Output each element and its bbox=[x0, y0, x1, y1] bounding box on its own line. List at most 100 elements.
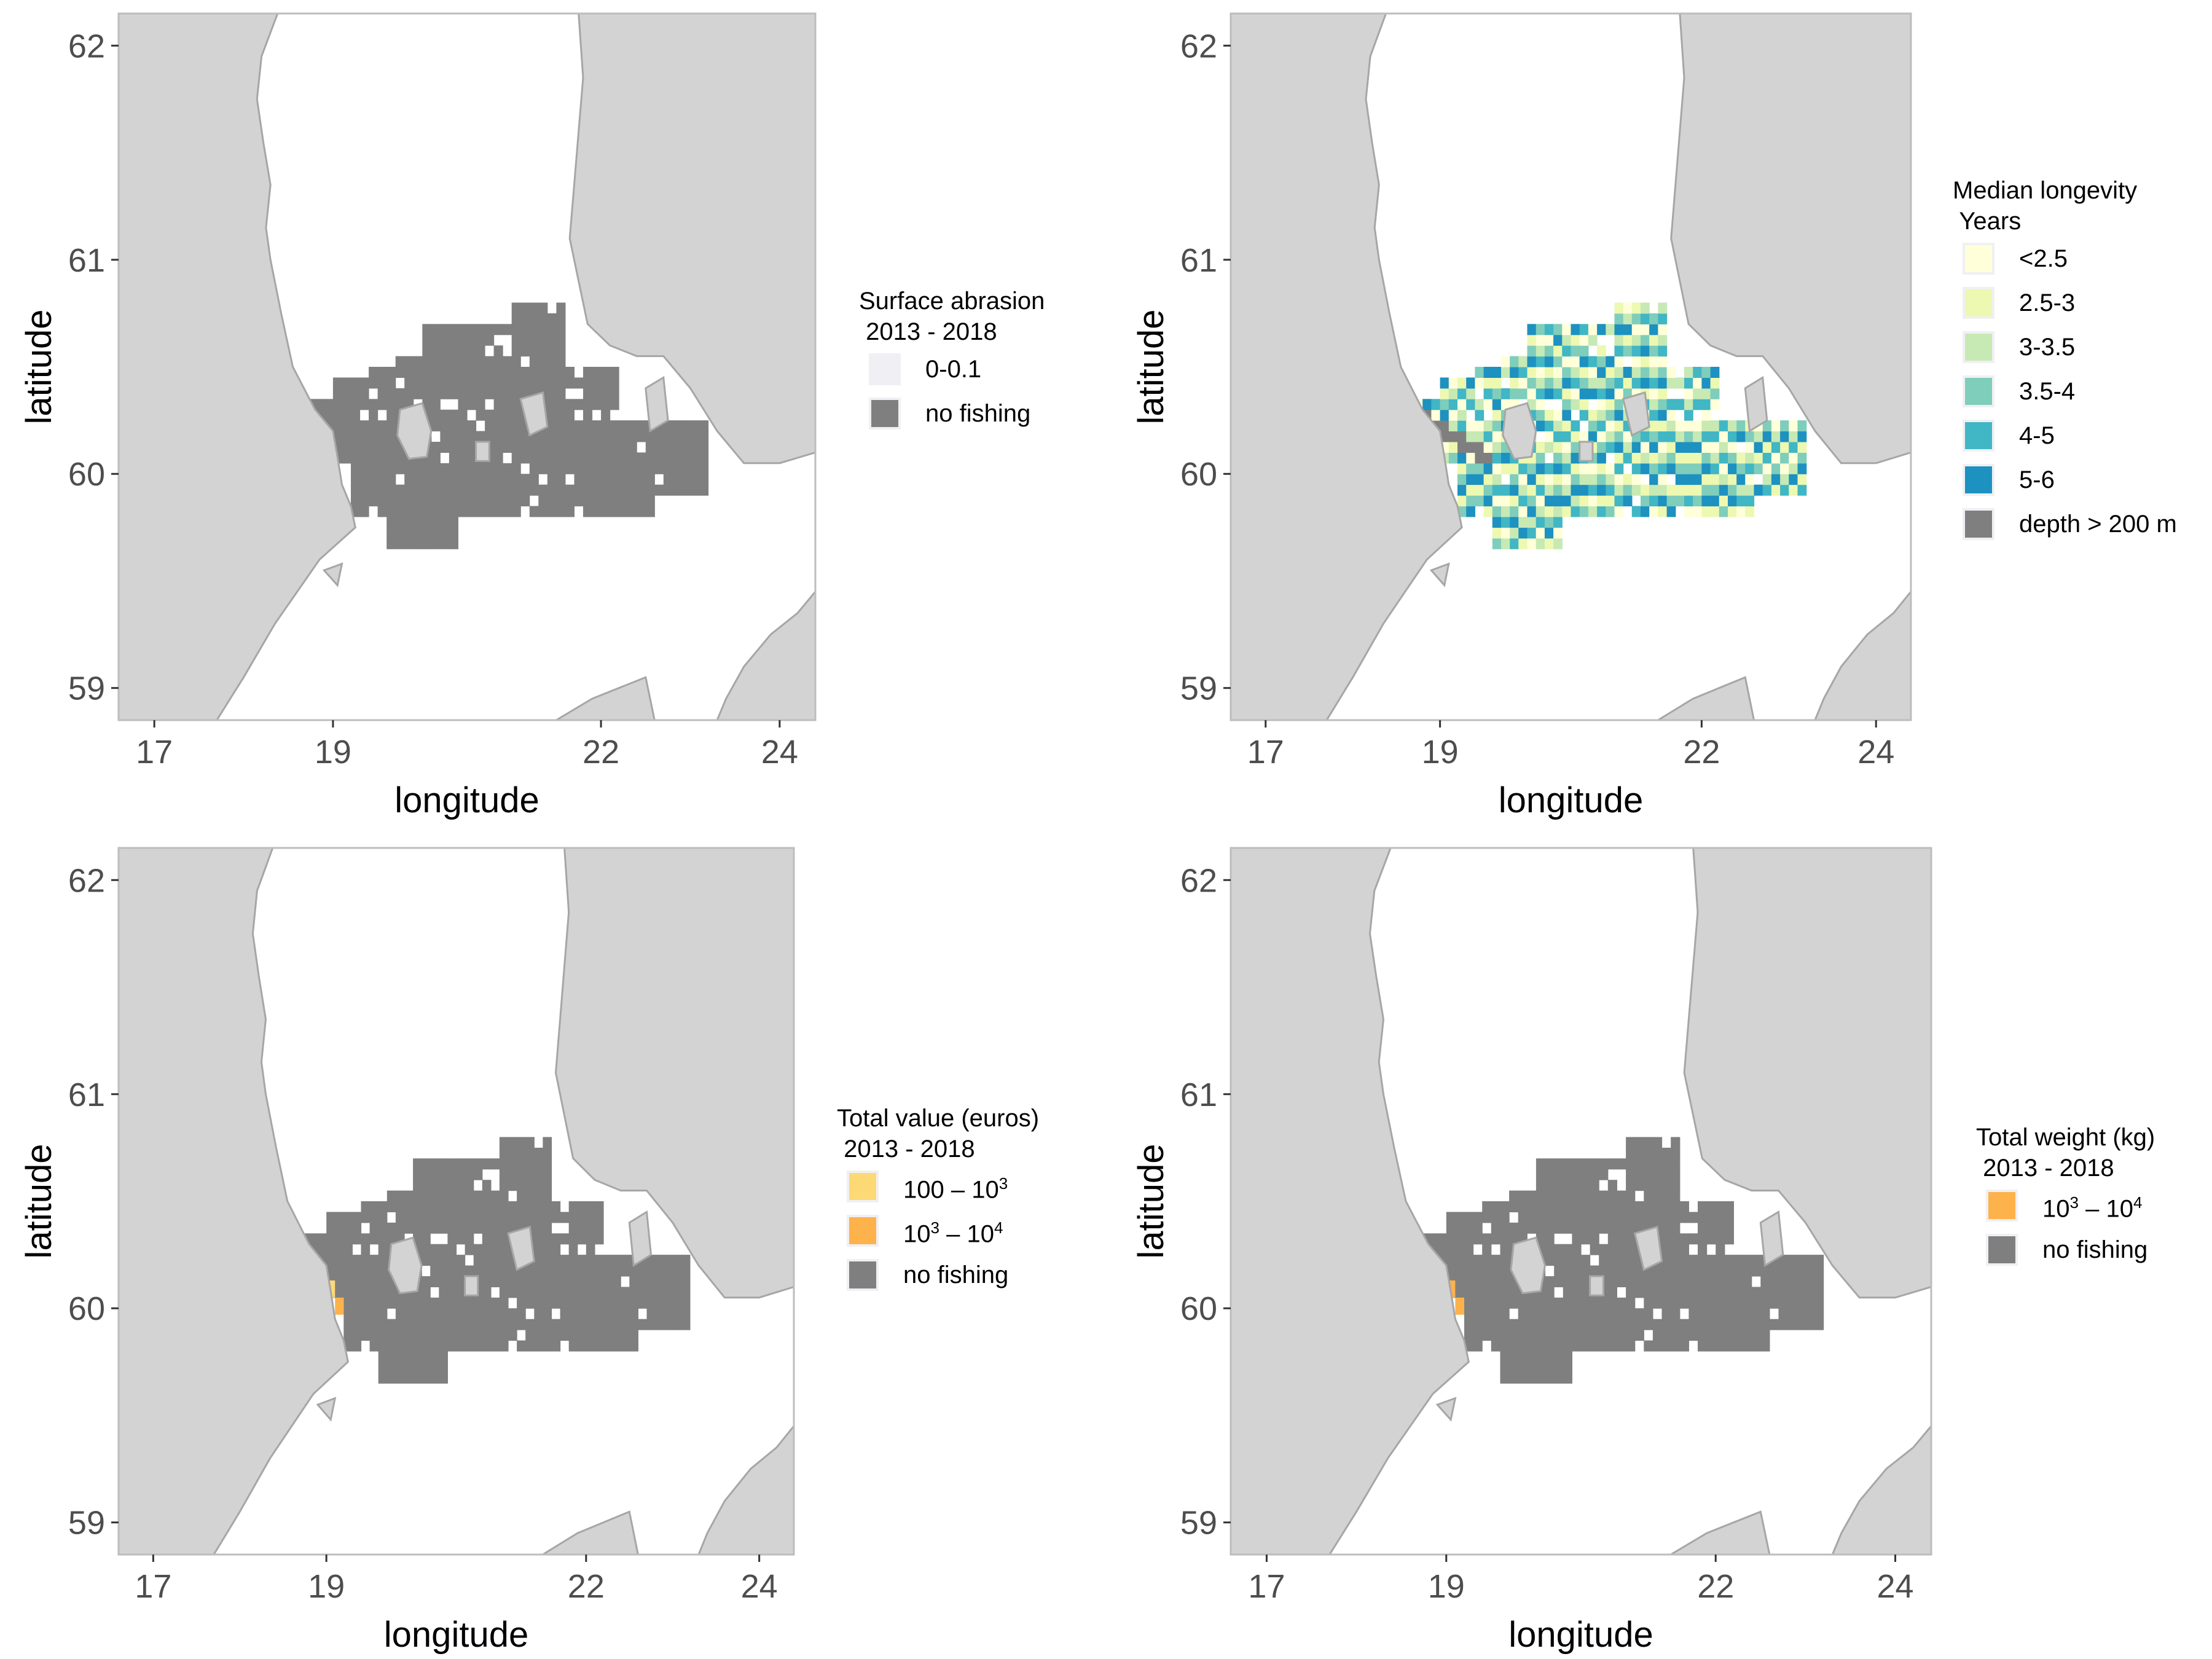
grid-cell bbox=[529, 367, 539, 378]
grid-cell bbox=[1716, 1265, 1725, 1277]
grid-cell bbox=[1710, 463, 1720, 474]
grid-cell bbox=[1684, 388, 1693, 399]
grid-cell bbox=[560, 1297, 570, 1309]
grid-cell bbox=[1572, 1265, 1582, 1277]
grid-cell bbox=[1535, 1222, 1546, 1234]
grid-cell bbox=[638, 1319, 648, 1330]
grid-cell bbox=[543, 1137, 552, 1148]
grid-cell bbox=[1572, 1330, 1582, 1341]
grid-cell bbox=[517, 1137, 526, 1148]
grid-cell bbox=[1500, 1233, 1510, 1245]
grid-cell bbox=[503, 474, 512, 485]
grid-cell bbox=[1572, 1297, 1582, 1309]
grid-cell bbox=[1509, 1222, 1519, 1234]
grid-cell bbox=[511, 431, 521, 442]
grid-cell bbox=[1716, 1233, 1725, 1245]
grid-cell bbox=[490, 1212, 500, 1223]
grid-cell bbox=[1483, 463, 1493, 474]
grid-cell bbox=[1527, 334, 1537, 346]
legend-swatch bbox=[869, 398, 901, 429]
grid-cell bbox=[1581, 1308, 1591, 1320]
grid-cell bbox=[1509, 1287, 1519, 1298]
island bbox=[507, 1225, 535, 1271]
land-southeast bbox=[1814, 590, 1911, 720]
grid-cell bbox=[1805, 1287, 1815, 1298]
grid-cell bbox=[654, 442, 664, 453]
grid-cell bbox=[490, 1222, 500, 1234]
grid-cell bbox=[378, 1265, 388, 1277]
grid-cell bbox=[556, 442, 566, 453]
grid-cell bbox=[447, 1319, 457, 1330]
grid-cell bbox=[1535, 1362, 1546, 1373]
grid-cell bbox=[1599, 1308, 1609, 1320]
grid-cell bbox=[601, 420, 611, 432]
grid-cell bbox=[343, 1265, 353, 1277]
grid-cell bbox=[1796, 1297, 1806, 1309]
grid-cell bbox=[1535, 516, 1545, 528]
grid-cell bbox=[1473, 1255, 1483, 1266]
grid-cell bbox=[465, 1233, 474, 1245]
grid-cell bbox=[422, 388, 432, 399]
grid-cell bbox=[637, 474, 646, 485]
grid-cell bbox=[1652, 1319, 1663, 1330]
grid-cell bbox=[465, 1169, 474, 1180]
grid-cell bbox=[490, 1308, 500, 1320]
grid-cell bbox=[601, 506, 611, 517]
grid-cell bbox=[551, 1201, 561, 1212]
grid-cell bbox=[1631, 324, 1641, 335]
grid-cell bbox=[690, 420, 700, 432]
grid-cell bbox=[1606, 442, 1615, 453]
grid-cell bbox=[473, 1244, 483, 1255]
grid-cell bbox=[1563, 1212, 1572, 1223]
grid-cell bbox=[534, 1222, 543, 1234]
grid-cell bbox=[1684, 442, 1693, 453]
grid-cell bbox=[556, 409, 566, 421]
grid-cell bbox=[1671, 1255, 1681, 1266]
grid-cell bbox=[517, 1212, 526, 1223]
grid-cell bbox=[485, 420, 495, 432]
grid-cell bbox=[586, 1212, 595, 1223]
grid-cell bbox=[1581, 1287, 1591, 1298]
grid-cell bbox=[493, 324, 503, 335]
grid-cell bbox=[529, 474, 539, 485]
grid-cell bbox=[1617, 1201, 1626, 1212]
grid-cell bbox=[499, 1169, 509, 1180]
grid-cell bbox=[1457, 388, 1467, 399]
grid-cell bbox=[1554, 1319, 1564, 1330]
grid-cell bbox=[621, 1340, 630, 1352]
grid-cell bbox=[1554, 1372, 1564, 1384]
grid-cell bbox=[1644, 1158, 1653, 1170]
grid-cell bbox=[517, 1319, 526, 1330]
grid-cell bbox=[1658, 506, 1668, 517]
grid-cell bbox=[621, 1297, 630, 1309]
grid-cell bbox=[1492, 516, 1502, 528]
grid-cell bbox=[1626, 1244, 1636, 1255]
grid-cell bbox=[1544, 409, 1554, 421]
x-tick-label: 19 bbox=[315, 734, 351, 771]
grid-cell bbox=[1771, 463, 1781, 474]
grid-cell bbox=[430, 1180, 439, 1191]
grid-cell bbox=[603, 1276, 613, 1287]
grid-cell bbox=[565, 377, 575, 389]
grid-cell bbox=[447, 1255, 457, 1266]
grid-cell bbox=[690, 484, 700, 496]
grid-cell bbox=[1614, 506, 1624, 517]
grid-cell bbox=[645, 452, 655, 464]
grid-cell bbox=[543, 1147, 552, 1159]
grid-cell bbox=[547, 377, 557, 389]
grid-cell bbox=[351, 484, 361, 496]
grid-cell bbox=[663, 442, 673, 453]
grid-cell bbox=[499, 1319, 509, 1330]
grid-cell bbox=[520, 302, 530, 314]
grid-cell bbox=[378, 1201, 388, 1212]
grid-cell bbox=[594, 1319, 604, 1330]
grid-cell bbox=[369, 1265, 379, 1277]
grid-cell bbox=[1652, 1265, 1663, 1277]
grid-cell bbox=[1634, 1287, 1644, 1298]
grid-cell bbox=[1751, 1265, 1761, 1277]
grid-cell bbox=[672, 1308, 682, 1320]
legend-swatch bbox=[1986, 1234, 2018, 1266]
grid-cell bbox=[517, 1169, 526, 1180]
grid-cell bbox=[534, 1276, 543, 1287]
grid-cell bbox=[456, 1212, 466, 1223]
